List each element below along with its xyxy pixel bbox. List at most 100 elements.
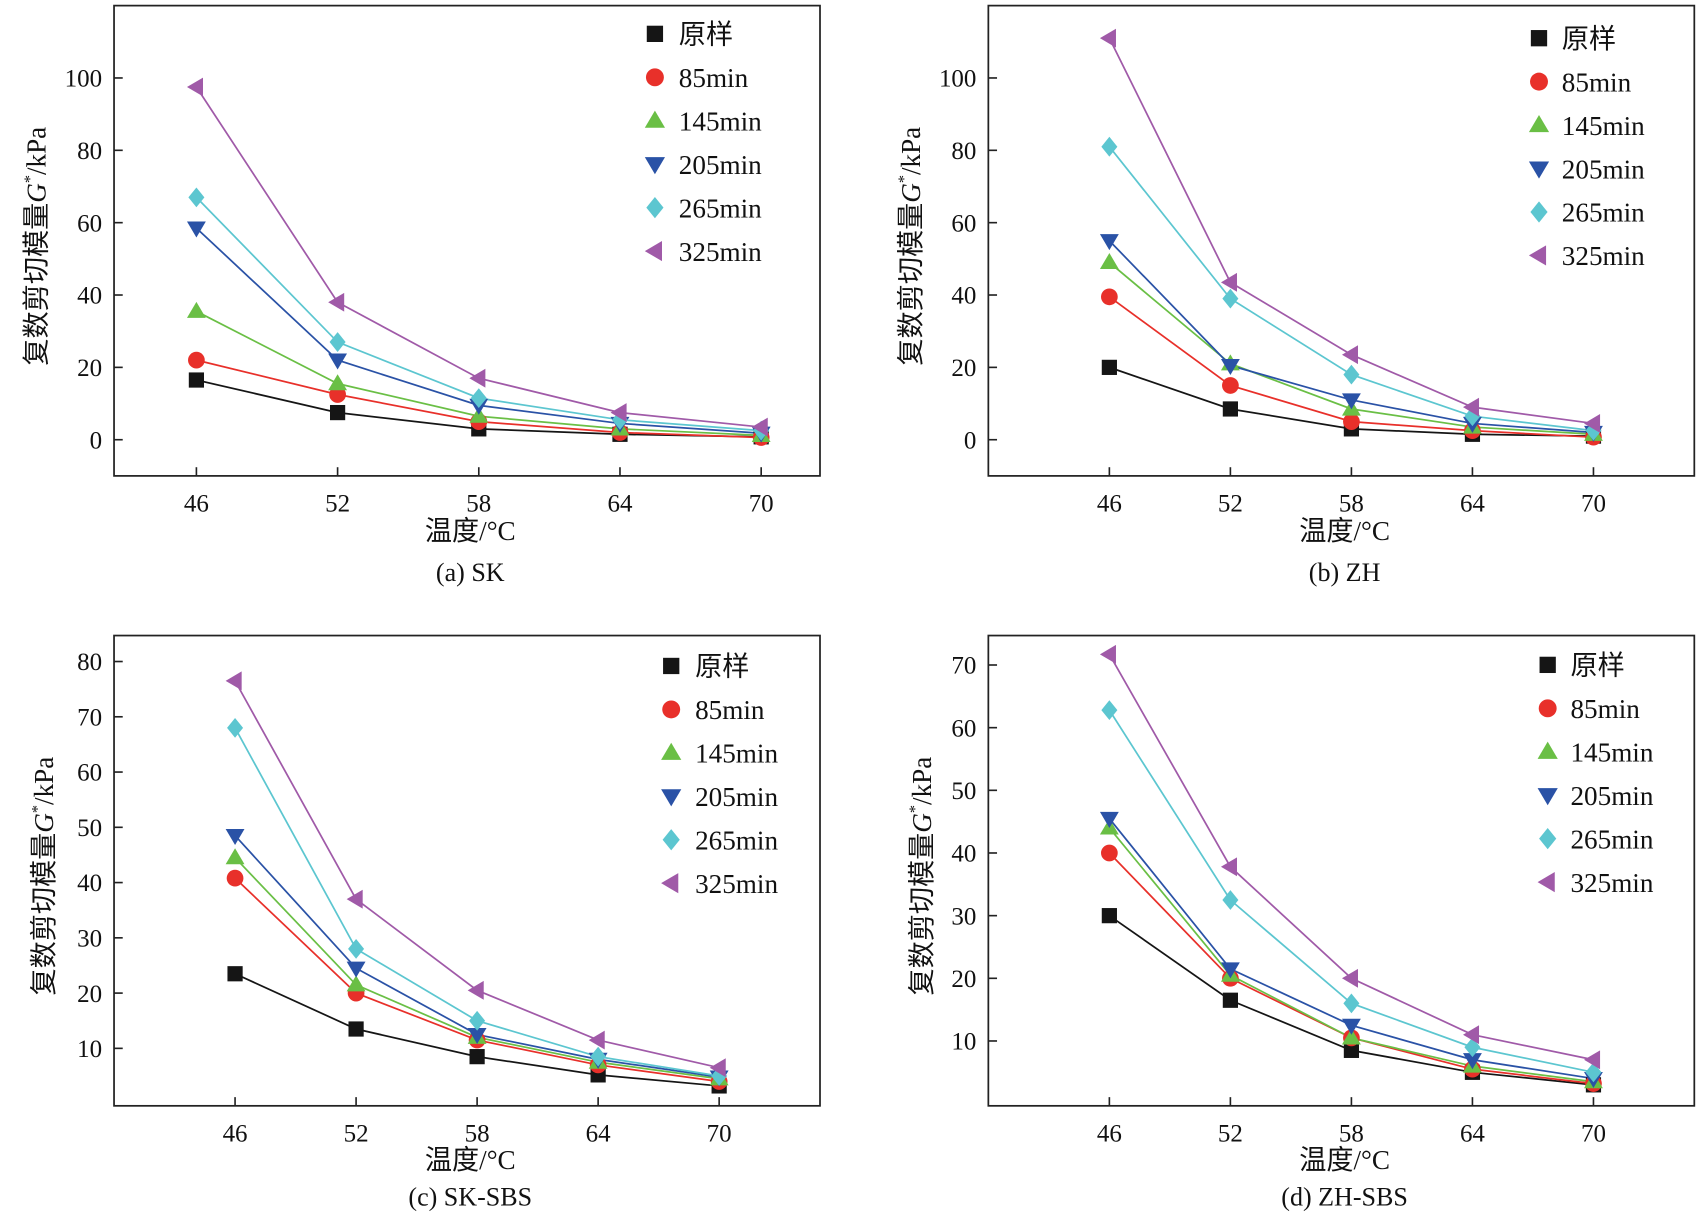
data-point-325min [1463, 397, 1480, 417]
legend: 原样 85min 145min 205min 265min 325min [661, 652, 778, 899]
data-point-145min [469, 406, 489, 423]
data-point-205min [186, 221, 206, 238]
legend-marker-85min [1538, 699, 1557, 718]
data-point-原样 [348, 1021, 364, 1037]
legend-marker-145min [661, 742, 682, 760]
x-tick-label: 70 [707, 1121, 732, 1148]
legend-label: 325min [1562, 241, 1645, 271]
data-point-原样 [329, 404, 346, 421]
legend-label: 205min [679, 150, 762, 180]
legend-marker-原样 [663, 657, 680, 675]
data-point-原样 [1222, 992, 1238, 1008]
legend-label: 85min [679, 63, 749, 93]
legend-marker-265min [646, 197, 664, 219]
data-point-85min [1222, 377, 1239, 394]
x-axis-title: 温度/°C [1299, 1145, 1390, 1175]
plot-frame [987, 4, 1696, 477]
series-line-325min [234, 680, 720, 1069]
legend-marker-205min [1537, 788, 1558, 806]
legend-label: 205min [695, 782, 778, 812]
x-tick-label: 46 [1097, 1121, 1122, 1148]
x-tick-label: 64 [607, 491, 632, 518]
data-point-205min [1463, 1053, 1482, 1070]
legend: 原样 85min 145min 205min 265min 325min [644, 20, 762, 267]
legend-marker-205min [661, 789, 682, 807]
data-point-325min [610, 403, 627, 423]
y-tick-label: 60 [951, 715, 976, 742]
y-tick-label: 10 [77, 1036, 102, 1063]
data-point-265min [469, 1010, 486, 1031]
y-tick-label: 100 [65, 66, 102, 93]
legend-label: 145min [695, 739, 778, 769]
data-point-85min [1343, 413, 1360, 430]
data-point-325min [469, 368, 486, 388]
data-point-85min [188, 351, 205, 369]
legend-marker-265min [1539, 828, 1557, 850]
data-point-325min [588, 1030, 605, 1050]
y-tick-label: 10 [951, 1029, 976, 1056]
series-line-265min [1108, 146, 1594, 432]
data-point-原样 [1101, 908, 1117, 924]
x-tick-label: 46 [1097, 491, 1122, 518]
data-point-325min [1220, 272, 1237, 292]
x-tick-label: 64 [586, 1121, 611, 1148]
legend-label: 85min [1562, 67, 1632, 97]
legend-marker-原样 [646, 25, 664, 42]
y-tick-label: 80 [77, 138, 102, 165]
data-point-85min [1101, 844, 1118, 862]
legend-label: 原样 [1562, 24, 1616, 54]
data-point-205min [1220, 962, 1240, 979]
legend-marker-205min [1528, 161, 1550, 179]
data-point-325min [751, 417, 768, 437]
y-axis-title: 复数剪切模量G*/kPa [20, 127, 52, 366]
y-tick-label: 20 [77, 355, 102, 382]
legend-label: 265min [695, 826, 778, 856]
y-axis-title-prefix: 复数剪切模量 [22, 203, 52, 366]
data-point-325min [1584, 414, 1601, 433]
x-tick-label: 64 [1460, 491, 1485, 518]
panel-b-zh: 46 52 58 64 70 0 20 40 60 80 100 原样 85min 145min 205mi… [894, 4, 1696, 587]
legend-label: 145min [1570, 738, 1653, 768]
y-tick-label: 40 [77, 870, 102, 897]
data-point-325min [709, 1058, 726, 1078]
y-tick-label: 20 [77, 981, 102, 1008]
legend-label: 145min [1562, 111, 1645, 141]
data-point-原样 [469, 1049, 485, 1065]
data-point-325min [1341, 968, 1359, 988]
plot-frame [113, 634, 821, 1107]
y-tick-label: 30 [951, 903, 976, 930]
legend-marker-325min [1528, 245, 1547, 266]
x-tick-label: 58 [465, 1121, 490, 1148]
y-tick-label: 80 [951, 138, 976, 165]
data-point-325min [1220, 857, 1237, 877]
data-point-265min [1585, 1062, 1602, 1083]
data-point-325min [225, 671, 242, 691]
y-axis-title-unit: /kPa [29, 757, 59, 805]
plot-frame [113, 4, 821, 477]
y-tick-label: 60 [77, 210, 102, 237]
panel-caption: (c) SK-SBS [408, 1183, 532, 1212]
x-axis-title: 温度/°C [425, 1145, 516, 1175]
y-axis-title: 复数剪切模量G*/kPa [894, 127, 926, 366]
legend: 原样 85min 145min 205min 265min 325min [1528, 24, 1645, 271]
y-axis-title: 复数剪切模量G*/kPa [905, 757, 937, 996]
data-point-325min [1584, 1050, 1601, 1070]
y-axis-title-symbol: G [907, 813, 937, 833]
x-tick-label: 58 [466, 491, 491, 518]
panel-caption: (a) SK [436, 558, 505, 587]
legend-marker-145min [644, 110, 666, 128]
data-point-265min [188, 187, 205, 208]
panel-d-zh-sbs: 46 52 58 64 70 10 20 30 40 50 60 70 原样 85min 145min 205… [905, 634, 1696, 1212]
x-tick-label: 70 [749, 491, 774, 518]
x-tick-label: 52 [325, 491, 350, 518]
x-tick-label: 58 [1339, 1121, 1364, 1148]
data-point-205min [1220, 358, 1240, 375]
x-axis-title: 温度/°C [425, 516, 516, 546]
legend-label: 原样 [679, 20, 733, 50]
legend-label: 265min [679, 193, 762, 223]
legend-marker-325min [1537, 871, 1555, 893]
y-axis-title-superscript: * [905, 805, 924, 813]
x-tick-label: 52 [1218, 491, 1243, 518]
data-point-145min [1099, 253, 1119, 270]
